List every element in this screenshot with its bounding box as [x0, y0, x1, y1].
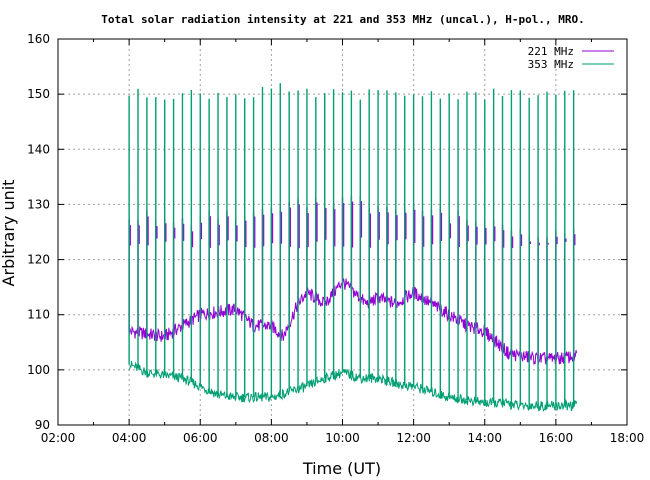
x-tick-label: 08:00 — [254, 431, 289, 445]
series-line — [128, 278, 578, 365]
y-tick-label: 100 — [27, 363, 50, 377]
y-tick-label: 150 — [27, 87, 50, 101]
x-tick-label: 10:00 — [325, 431, 360, 445]
legend: 221 MHz 353 MHz — [528, 45, 614, 71]
x-tick-label: 14:00 — [467, 431, 502, 445]
legend-label-221: 221 MHz — [528, 45, 574, 58]
x-tick-label: 04:00 — [112, 431, 147, 445]
y-tick-label: 120 — [27, 253, 50, 267]
series-353-mhz — [128, 83, 578, 412]
x-tick-label: 06:00 — [183, 431, 218, 445]
series-line — [128, 361, 578, 412]
series-221-mhz — [128, 195, 578, 365]
legend-label-353: 353 MHz — [528, 58, 574, 71]
y-tick-label: 160 — [27, 32, 50, 46]
y-axis-label: Arbitrary unit — [0, 180, 18, 287]
x-tick-label: 18:00 — [610, 431, 645, 445]
y-tick-label: 90 — [35, 418, 50, 432]
x-axis-label: Time (UT) — [302, 459, 381, 478]
series-layer — [128, 83, 578, 412]
y-tick-label: 110 — [27, 308, 50, 322]
y-tick-label: 130 — [27, 197, 50, 211]
x-axis: 02:00 04:00 06:00 08:00 10:00 12:00 14:00 16:00… — [41, 39, 645, 445]
y-tick-label: 140 — [27, 142, 50, 156]
y-axis: 90 100 110 120 130 140 150 160 — [27, 32, 627, 432]
chart-title: Total solar radiation intensity at 221 a… — [101, 13, 584, 26]
x-tick-label: 16:00 — [539, 431, 574, 445]
x-tick-label: 02:00 — [41, 431, 76, 445]
x-tick-label: 12:00 — [396, 431, 431, 445]
